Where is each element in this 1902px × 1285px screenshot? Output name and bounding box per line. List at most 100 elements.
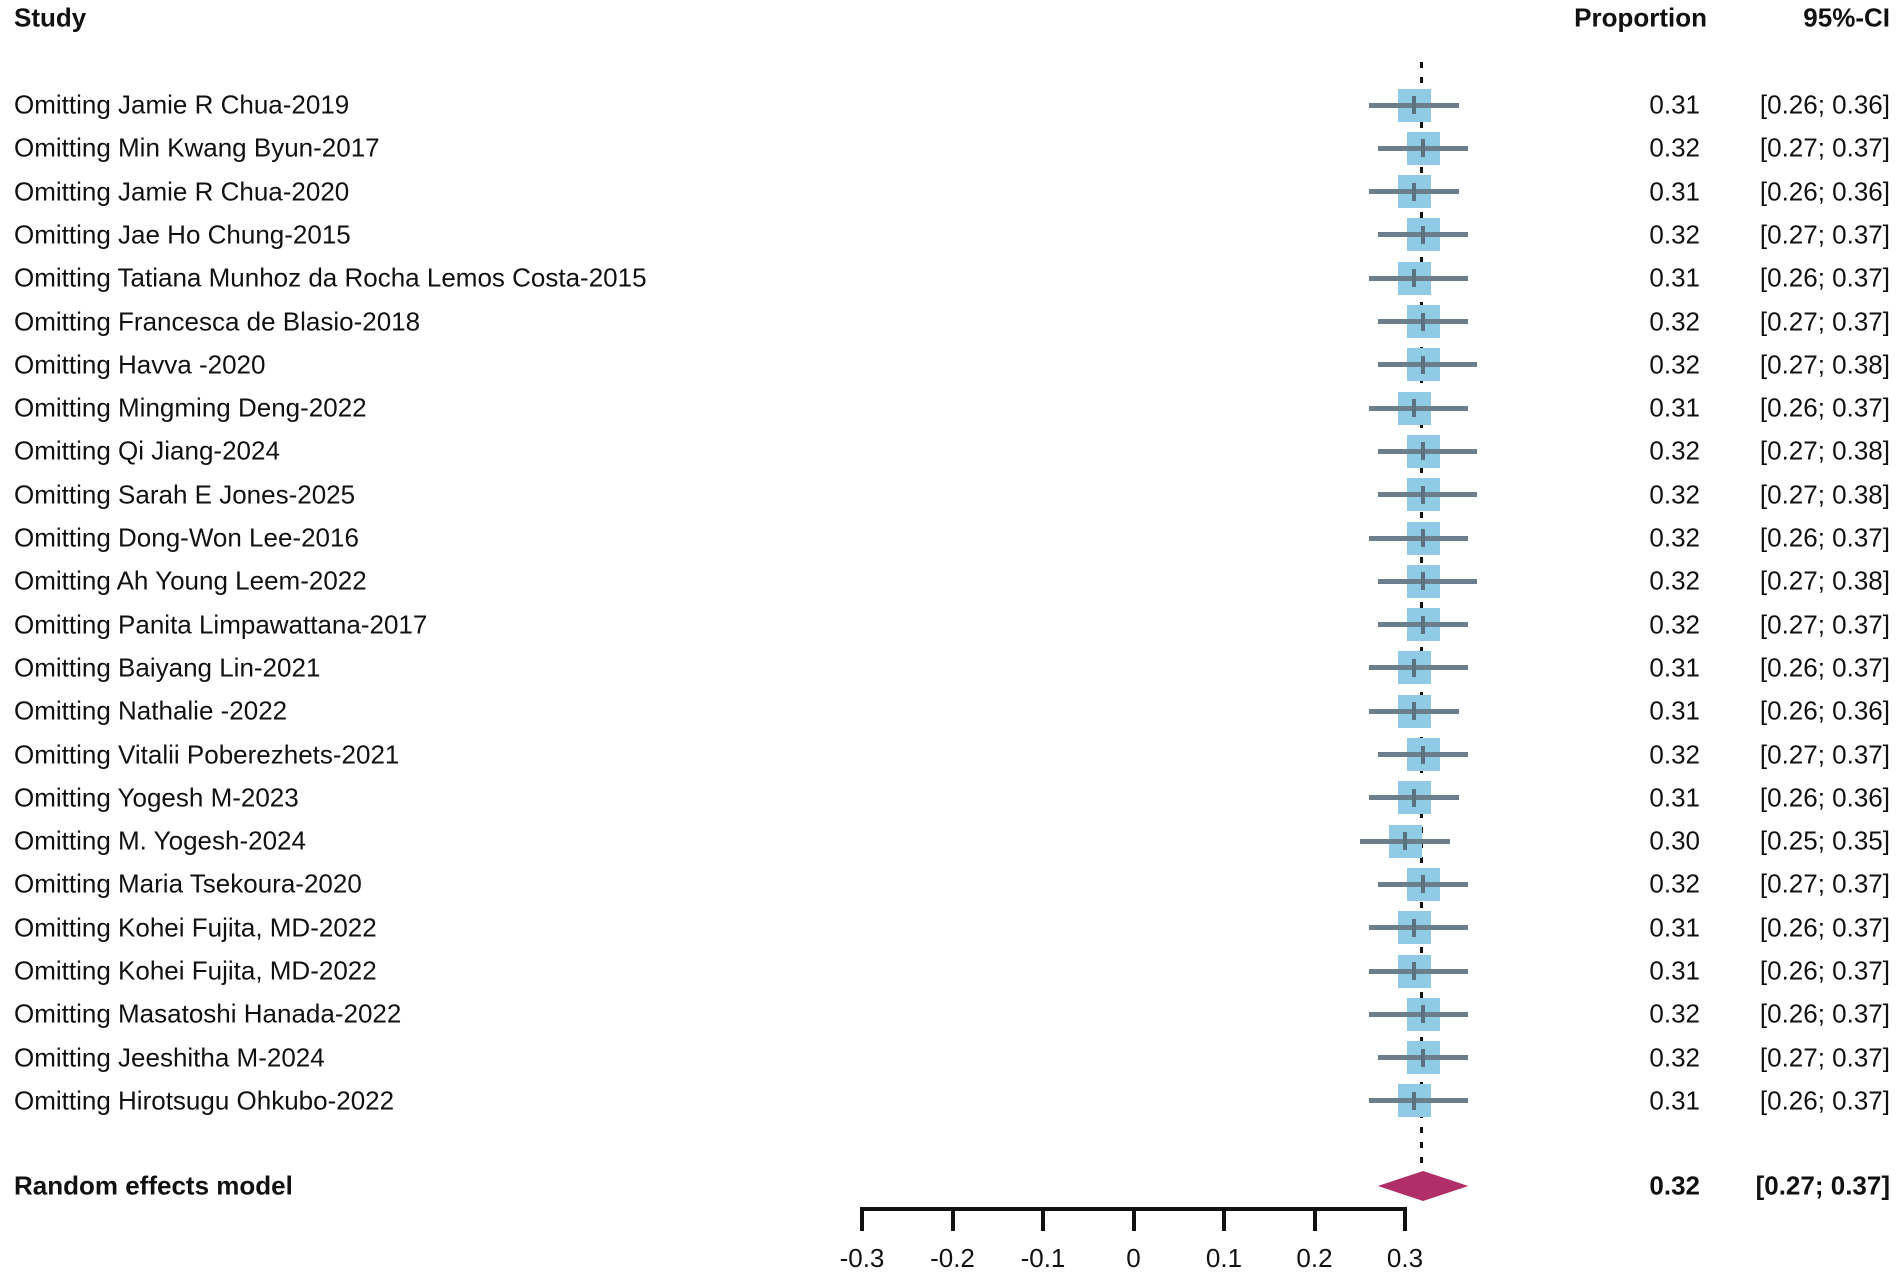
estimate-tick [1421,355,1426,374]
proportion-value: 0.32 [1649,132,1700,163]
study-label: Omitting Mingming Deng-2022 [14,392,367,423]
estimate-tick [1403,832,1407,851]
x-axis-tick [1403,1207,1407,1231]
study-label: Omitting Ah Young Leem-2022 [14,565,367,596]
proportion-value: 0.32 [1649,435,1700,466]
proportion-value: 0.31 [1649,912,1700,943]
ci-value: [0.26; 0.36] [1759,176,1890,207]
study-label: Omitting Kohei Fujita, MD-2022 [14,912,377,943]
ci-value: [0.26; 0.37] [1759,955,1890,986]
x-axis-tick-label: 0 [1126,1243,1141,1273]
ci-line [1368,535,1469,541]
ci-value: [0.27; 0.37] [1759,132,1890,163]
study-label: Omitting Panita Limpawattana-2017 [14,609,428,640]
estimate-tick [1421,442,1426,461]
ci-line [1377,448,1478,454]
study-label: Omitting Kohei Fujita, MD-2022 [14,955,377,986]
x-axis-tick-label: -0.2 [930,1243,975,1273]
proportion-value: 0.32 [1649,306,1700,336]
x-axis-tick [1222,1207,1226,1231]
study-label: Omitting Havva -2020 [14,349,266,380]
study-label: Omitting Jamie R Chua-2020 [14,176,350,207]
ci-line [1368,1011,1469,1017]
estimate-tick [1412,702,1417,721]
x-axis-tick-label: 0.2 [1296,1243,1333,1273]
proportion-value: 0.31 [1649,1085,1700,1116]
summary-label: Random effects model [14,1170,293,1201]
proportion-value: 0.31 [1649,262,1700,293]
proportion-value: 0.32 [1649,609,1700,640]
study-label: Omitting Nathalie -2022 [14,695,288,726]
ci-line [1377,492,1478,498]
proportion-value: 0.32 [1649,998,1700,1029]
proportion-value: 0.32 [1649,479,1700,510]
study-label: Omitting Maria Tsekoura-2020 [14,868,362,899]
ci-value: [0.27; 0.38] [1759,435,1890,466]
x-axis-tick [860,1207,864,1231]
ci-value: [0.26; 0.37] [1759,1085,1890,1116]
ci-value: [0.27; 0.37] [1759,739,1890,769]
ci-line [1368,275,1469,281]
study-label: Omitting Dong-Won Lee-2016 [14,522,359,553]
ci-line [1377,362,1478,368]
study-label: Omitting Masatoshi Hanada-2022 [14,998,402,1029]
ci-line [1377,578,1478,584]
estimate-tick [1421,485,1426,504]
ci-value: [0.26; 0.37] [1759,998,1890,1029]
study-label: Omitting Hirotsugu Ohkubo-2022 [14,1085,395,1116]
summary-ci: [0.27; 0.37] [1755,1170,1890,1201]
proportion-value: 0.32 [1649,868,1700,899]
proportion-value: 0.31 [1649,782,1700,813]
estimate-tick [1421,1005,1426,1024]
ci-line [1368,968,1469,974]
study-label: Omitting Jamie R Chua-2019 [14,89,350,120]
study-label: Omitting Vitalii Poberezhets-2021 [14,739,400,769]
estimate-tick [1412,399,1417,418]
study-label: Omitting Tatiana Munhoz da Rocha Lemos C… [14,262,647,293]
proportion-value: 0.32 [1649,1042,1700,1073]
x-axis-tick-label: -0.1 [1020,1243,1066,1273]
study-label: Omitting Sarah E Jones-2025 [14,479,356,510]
estimate-tick [1421,139,1426,158]
study-label: Omitting Yogesh M-2023 [14,782,299,813]
ci-value: [0.27; 0.37] [1759,1042,1890,1073]
ci-value: [0.27; 0.37] [1759,868,1890,899]
estimate-tick [1412,918,1417,937]
x-axis-tick [1131,1207,1136,1231]
estimate-tick [1412,962,1417,980]
ci-line [1368,1098,1469,1104]
proportion-value: 0.32 [1649,219,1700,250]
estimate-tick [1421,529,1426,547]
study-label: Omitting Jae Ho Chung-2015 [14,219,351,250]
estimate-tick [1412,182,1417,201]
ci-line [1368,665,1469,671]
proportion-value: 0.32 [1649,739,1700,769]
ci-line [1368,925,1469,931]
ci-value: [0.27; 0.37] [1759,609,1890,640]
ci-value: [0.26; 0.37] [1759,392,1890,423]
x-axis-tick [1041,1207,1045,1231]
ci-value: [0.26; 0.37] [1759,652,1890,683]
estimate-tick [1412,1091,1417,1110]
summary-diamond [1377,1171,1469,1201]
estimate-tick [1412,269,1417,288]
ci-value: [0.25; 0.35] [1759,825,1890,856]
study-label: Omitting Francesca de Blasio-2018 [14,306,421,336]
proportion-value: 0.31 [1649,176,1700,207]
ci-value: [0.27; 0.38] [1759,479,1890,510]
proportion-value: 0.32 [1649,349,1700,380]
estimate-tick [1412,788,1417,807]
estimate-tick [1421,745,1426,764]
ci-line [1368,405,1469,411]
proportion-value: 0.31 [1649,695,1700,726]
proportion-value: 0.32 [1649,522,1700,553]
ci-value: [0.27; 0.38] [1759,349,1890,380]
proportion-value: 0.32 [1649,565,1700,596]
ci-value: [0.26; 0.37] [1759,262,1890,293]
ci-value: [0.26; 0.36] [1759,782,1890,813]
ci-value: [0.26; 0.37] [1759,522,1890,553]
ci-value: [0.26; 0.36] [1759,695,1890,726]
column-header-ci: 95%-CI [1803,2,1890,33]
proportion-value: 0.31 [1649,392,1700,423]
